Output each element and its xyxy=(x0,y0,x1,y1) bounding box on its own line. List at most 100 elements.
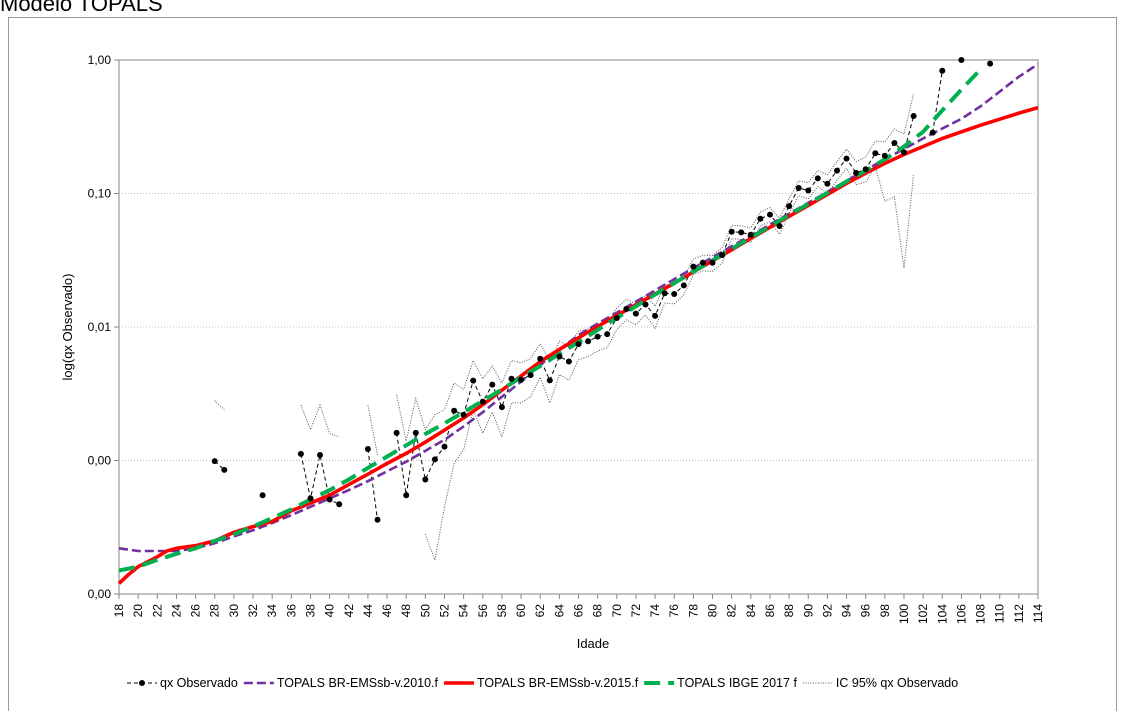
observed-point xyxy=(211,458,218,465)
observed-point xyxy=(853,169,860,176)
observed-point xyxy=(297,450,304,457)
x-tick-label: 102 xyxy=(916,604,930,624)
observed-point xyxy=(412,429,419,436)
x-tick-label: 54 xyxy=(457,604,471,618)
legend-label: TOPALS BR-EMSsb-v.2010.f xyxy=(277,676,439,690)
observed-point xyxy=(642,301,649,308)
observed-point xyxy=(872,150,879,157)
observed-point xyxy=(786,203,793,210)
x-tick-label: 52 xyxy=(437,604,451,618)
ci-line xyxy=(300,403,340,438)
observed-point xyxy=(613,315,620,321)
x-tick-label: 112 xyxy=(1012,604,1026,623)
observed-point xyxy=(709,259,716,266)
x-tick-label: 98 xyxy=(878,604,892,618)
observed-point xyxy=(556,353,563,360)
observed-point xyxy=(393,429,400,436)
observed-point xyxy=(623,306,630,312)
x-tick-label: 40 xyxy=(323,604,337,618)
observed-point xyxy=(767,211,773,218)
observed-point xyxy=(441,443,448,450)
ci-line xyxy=(424,165,915,562)
observed-point xyxy=(585,338,592,345)
observed-point xyxy=(307,495,314,502)
x-tick-label: 18 xyxy=(112,604,126,618)
x-tick-label: 22 xyxy=(150,604,164,618)
x-axis-title: Idade xyxy=(577,636,610,651)
observed-point xyxy=(317,452,323,458)
x-tick-label: 26 xyxy=(189,604,203,618)
observed-point xyxy=(747,231,754,238)
y-tick-label: 0,01 xyxy=(88,320,112,334)
x-tick-label: 80 xyxy=(706,604,720,618)
observed-point xyxy=(699,259,706,266)
observed-point xyxy=(728,228,735,235)
observed-point xyxy=(738,229,745,236)
x-tick-label: 110 xyxy=(993,604,1007,623)
observed-point xyxy=(690,263,697,270)
observed-point xyxy=(834,167,840,174)
x-tick-label: 66 xyxy=(572,604,586,618)
observed-point xyxy=(901,149,907,156)
observed-point xyxy=(221,466,228,473)
x-tick-label: 92 xyxy=(820,604,834,618)
observed-line xyxy=(367,448,378,520)
observed-point xyxy=(805,187,812,194)
legend-label: qx Observado xyxy=(160,676,238,690)
x-tick-label: 82 xyxy=(725,604,739,618)
legend-marker xyxy=(139,680,145,686)
observed-point xyxy=(671,291,678,297)
legend-label: TOPALS IBGE 2017 f xyxy=(677,676,797,690)
series-line xyxy=(118,63,1039,553)
observed-point xyxy=(537,355,544,362)
x-tick-label: 28 xyxy=(208,604,222,618)
legend: qx Observado TOPALS BR-EMSsb-v.2010.f TOPA… xyxy=(127,676,958,690)
observed-point xyxy=(795,185,802,191)
ci-lines xyxy=(214,93,915,562)
x-tick-label: 50 xyxy=(418,604,432,618)
x-tick-label: 78 xyxy=(686,604,700,618)
observed-point xyxy=(546,377,553,384)
chart-frame xyxy=(8,17,1117,711)
observed-point xyxy=(824,180,831,187)
observed-point xyxy=(451,407,458,414)
observed-point xyxy=(594,333,601,340)
observed-point xyxy=(661,290,668,297)
observed-point xyxy=(843,155,850,162)
observed-point xyxy=(958,57,965,63)
x-tick-label: 108 xyxy=(974,604,988,624)
x-tick-label: 74 xyxy=(648,604,662,618)
x-tick-label: 86 xyxy=(763,604,777,618)
series-line xyxy=(118,68,983,573)
x-axis-ticks: 18 20 22 24 26 28 30 32 34 36 38 40 42 44 46 48 50 52 54 56… xyxy=(112,594,1045,624)
x-tick-label: 70 xyxy=(610,604,624,618)
observed-point xyxy=(776,223,783,229)
x-tick-label: 62 xyxy=(533,604,547,618)
x-tick-label: 38 xyxy=(303,604,317,618)
x-tick-label: 64 xyxy=(552,604,566,618)
x-tick-label: 114 xyxy=(1031,604,1045,623)
observed-markers xyxy=(211,57,994,523)
x-tick-label: 94 xyxy=(840,604,854,618)
observed-point xyxy=(336,501,343,508)
x-tick-label: 68 xyxy=(591,604,605,618)
x-tick-label: 76 xyxy=(667,604,681,618)
x-tick-label: 90 xyxy=(801,604,815,618)
y-tick-label: 0,10 xyxy=(88,187,112,201)
observed-point xyxy=(987,60,994,67)
page-title: Modelo TOPALS xyxy=(0,0,163,16)
x-tick-label: 104 xyxy=(935,604,949,624)
observed-point xyxy=(460,411,467,418)
x-tick-label: 44 xyxy=(361,604,375,618)
x-tick-label: 42 xyxy=(342,604,356,618)
y-tick-label: 0,00 xyxy=(88,587,112,601)
observed-point xyxy=(518,376,525,383)
observed-point xyxy=(939,67,946,74)
observed-point xyxy=(719,252,726,258)
observed-point xyxy=(632,310,639,317)
ci-line xyxy=(214,400,225,411)
observed-point xyxy=(575,341,582,348)
y-axis-ticks: 0,00 0,00 0,01 0,10 1,00 xyxy=(88,53,119,601)
y-axis-title: log(qx Observado) xyxy=(60,274,75,381)
ci-line xyxy=(396,93,915,442)
